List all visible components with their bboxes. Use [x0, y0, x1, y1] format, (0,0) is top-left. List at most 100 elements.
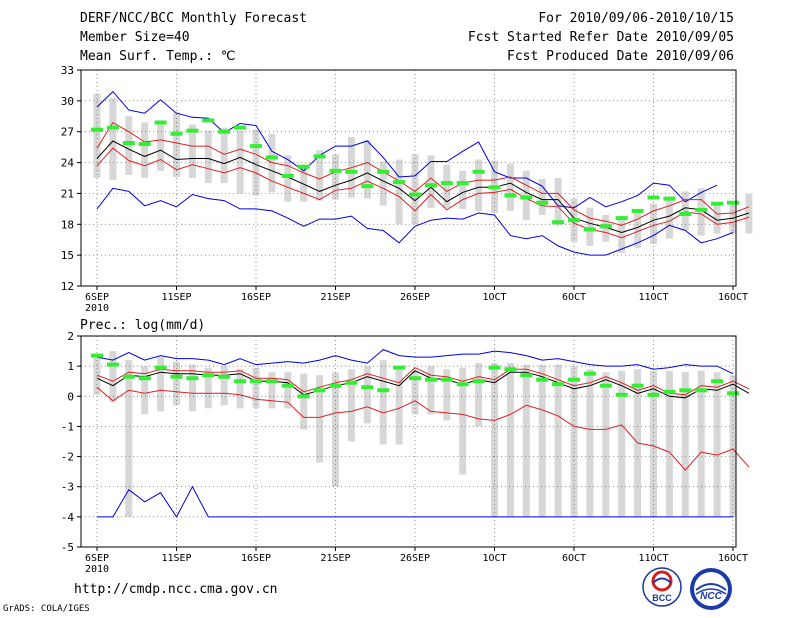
prec-observed-mark	[711, 379, 724, 384]
temp-spread-bar	[538, 179, 546, 215]
prec-observed-mark	[345, 380, 358, 385]
temp-mean-plus-std-line	[96, 121, 750, 226]
prec-observed-mark	[424, 377, 437, 382]
prec-observed-mark	[297, 394, 310, 399]
prec-ytick-label: -4	[61, 511, 75, 524]
prec-year-label: 2010	[85, 564, 109, 575]
prec-spread-bar	[586, 369, 594, 517]
temp-spread-bar	[618, 218, 626, 254]
prec-observed-mark	[679, 388, 692, 393]
temp-spread-bar	[713, 202, 721, 234]
temp-xtick-label: 1OCT	[482, 292, 506, 303]
prec-observed-mark	[504, 367, 517, 372]
temp-spread-bar	[109, 97, 117, 181]
temp-spread-bar	[411, 154, 419, 225]
temp-observed-mark	[504, 193, 517, 198]
prec-panel-title: Prec.: log(mm/d)	[80, 318, 205, 333]
prec-ytick-label: -2	[61, 451, 74, 464]
prec-spread-bar	[570, 366, 578, 517]
prec-xtick-label: 16SEP	[241, 553, 271, 564]
temp-observed-mark	[170, 131, 183, 136]
prec-spread-bar	[347, 369, 355, 442]
prec-observed-mark	[393, 365, 406, 370]
temp-xtick-label: 11OCT	[638, 292, 668, 303]
prec-mean-plus-std-line	[96, 367, 750, 396]
prec-ytick-label: 0	[67, 390, 74, 403]
temp-observed-mark	[297, 164, 310, 169]
prec-plot-frame	[80, 335, 737, 548]
temp-spread-bar	[634, 210, 642, 248]
prec-observed-mark	[91, 353, 103, 358]
temp-observed-mark	[106, 125, 119, 130]
temp-ensemble-max-line	[96, 90, 718, 209]
source-url: http://cmdp.ncc.cma.gov.cn	[74, 582, 278, 597]
prec-spread-bar	[713, 372, 721, 517]
prec-xtick-label: 6SEP	[85, 553, 109, 564]
prec-xtick-label: 26SEP	[400, 553, 430, 564]
fcst-started-label: Fcst Started Refer Date 2010/09/05	[467, 30, 734, 45]
prec-observed-mark	[599, 383, 612, 388]
temp-observed-mark	[488, 185, 501, 190]
prec-ensemble-max-line	[96, 349, 734, 375]
prec-observed-mark	[647, 392, 660, 397]
forecast-period-label: For 2010/09/06-2010/10/15	[538, 11, 734, 26]
prec-spread-bar	[252, 367, 260, 409]
prec-spread-bar	[109, 351, 117, 403]
temp-spread-bar	[188, 124, 196, 178]
member-size-label: Member Size=40	[80, 30, 190, 45]
temp-spread-bar	[93, 93, 101, 178]
prec-spread-bar	[459, 367, 467, 475]
prec-spread-bar	[284, 372, 292, 409]
temp-observed-mark	[329, 168, 342, 173]
prec-spread-bar	[332, 372, 339, 487]
ncc-logo-text: NCC	[700, 591, 722, 602]
prec-observed-mark	[472, 379, 485, 384]
prec-spread-bar	[618, 370, 626, 517]
temp-ytick-label: 27	[61, 126, 74, 139]
prec-observed-mark	[234, 379, 247, 384]
temp-spread-bar	[236, 130, 244, 194]
prec-spread-bar	[729, 375, 737, 517]
prec-spread-bar	[491, 363, 498, 517]
temp-observed-mark	[122, 141, 135, 145]
temp-spread-bar	[157, 120, 165, 171]
temp-xtick-label: 21SEP	[320, 292, 350, 303]
prec-observed-mark	[122, 374, 135, 379]
temp-observed-mark	[711, 201, 724, 206]
prec-observed-mark	[170, 374, 183, 379]
prec-spread-bar	[475, 363, 483, 427]
temp-ensemble-min-line	[96, 187, 734, 256]
temp-spread-bar	[459, 170, 467, 209]
prec-observed-mark	[552, 382, 565, 387]
temp-ensemble-mean-line	[96, 140, 750, 234]
prec-spread-bar	[173, 361, 180, 406]
prec-spread-bar	[316, 375, 324, 463]
prec-observed-mark	[440, 377, 453, 382]
chart-title: DERF/NCC/BCC Monthly Forecast	[80, 11, 307, 26]
prec-observed-mark	[138, 376, 151, 381]
temp-xtick-label: 26SEP	[400, 292, 430, 303]
temp-observed-mark	[663, 196, 676, 201]
prec-observed-mark	[154, 365, 167, 370]
temp-spread-bar	[427, 155, 435, 208]
temp-spread-bar	[650, 203, 657, 244]
temp-spread-bar	[284, 155, 292, 202]
temp-spread-bar	[363, 139, 371, 199]
temp-xtick-label: 6SEP	[85, 292, 109, 303]
prec-spread-bar	[125, 360, 133, 517]
prec-spread-bar	[681, 372, 689, 517]
temp-spread-bar	[586, 207, 594, 246]
prec-observed-mark	[106, 362, 119, 367]
prec-ytick-label: 1	[67, 360, 74, 373]
temp-observed-mark	[202, 118, 215, 123]
prec-observed-mark	[520, 373, 533, 378]
temp-observed-mark	[456, 181, 469, 186]
temp-ytick-label: 30	[61, 95, 74, 108]
prec-observed-mark	[377, 388, 390, 393]
temp-observed-mark	[186, 128, 199, 133]
prec-spread-bar	[650, 370, 657, 517]
prec-spread-bar	[554, 364, 562, 517]
prec-observed-mark	[409, 376, 421, 381]
temp-observed-mark	[250, 144, 262, 149]
prec-spread-bar	[443, 369, 451, 421]
